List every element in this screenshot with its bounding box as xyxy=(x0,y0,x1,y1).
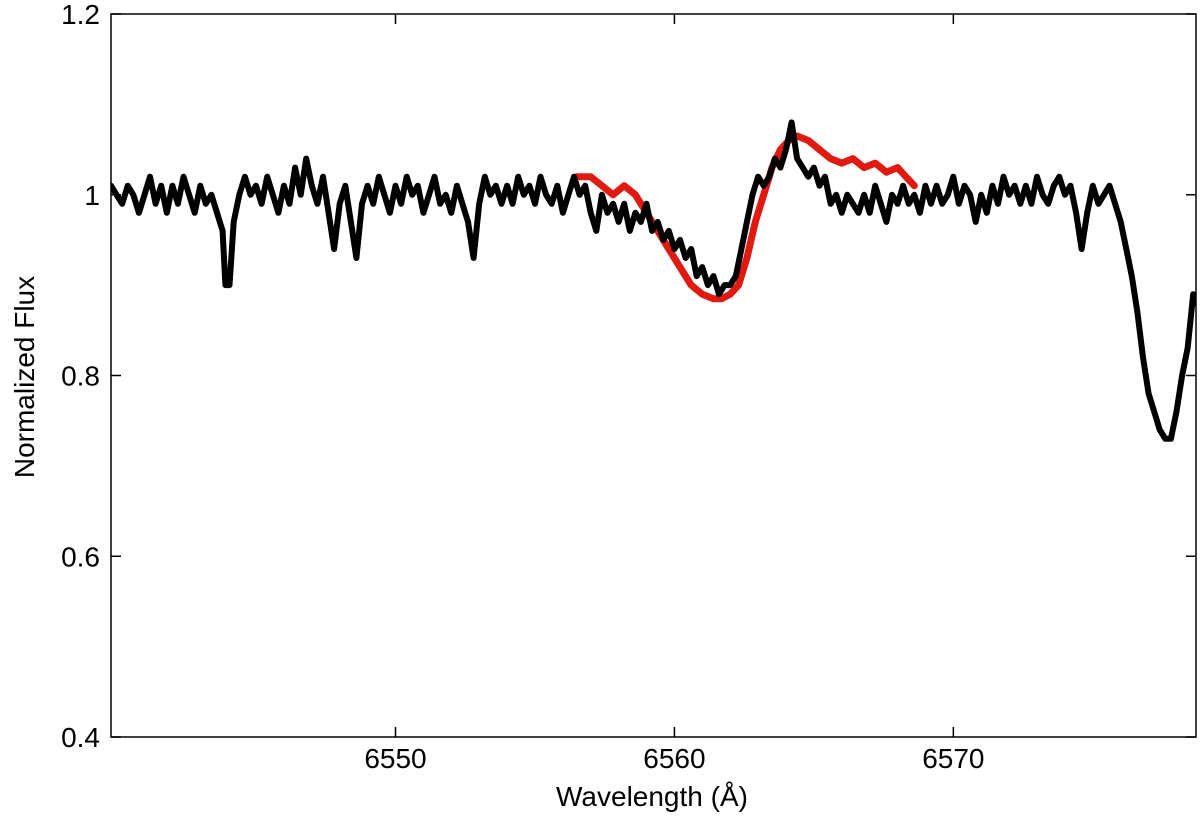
plot-area xyxy=(111,119,1196,442)
axes: 6550 6560 6570 0.4 0.6 0.8 1 1.2 xyxy=(61,0,1197,774)
x-tick-label: 6570 xyxy=(922,743,984,774)
y-tick-label: 1 xyxy=(84,180,100,211)
x-tick-label: 6560 xyxy=(643,743,705,774)
x-tick-label: 6550 xyxy=(364,743,426,774)
series-line-1 xyxy=(573,132,918,303)
y-tick-label: 1.2 xyxy=(61,0,100,30)
y-tick-label: 0.8 xyxy=(61,361,100,392)
y-tick-label: 0.6 xyxy=(61,541,100,572)
y-axis-label: Normalized Flux xyxy=(9,276,40,478)
plot-frame xyxy=(110,13,1197,738)
series-line-0 xyxy=(111,119,1196,442)
x-axis-label: Wavelength (Å) xyxy=(556,781,748,812)
y-tick-label: 0.4 xyxy=(61,722,100,753)
